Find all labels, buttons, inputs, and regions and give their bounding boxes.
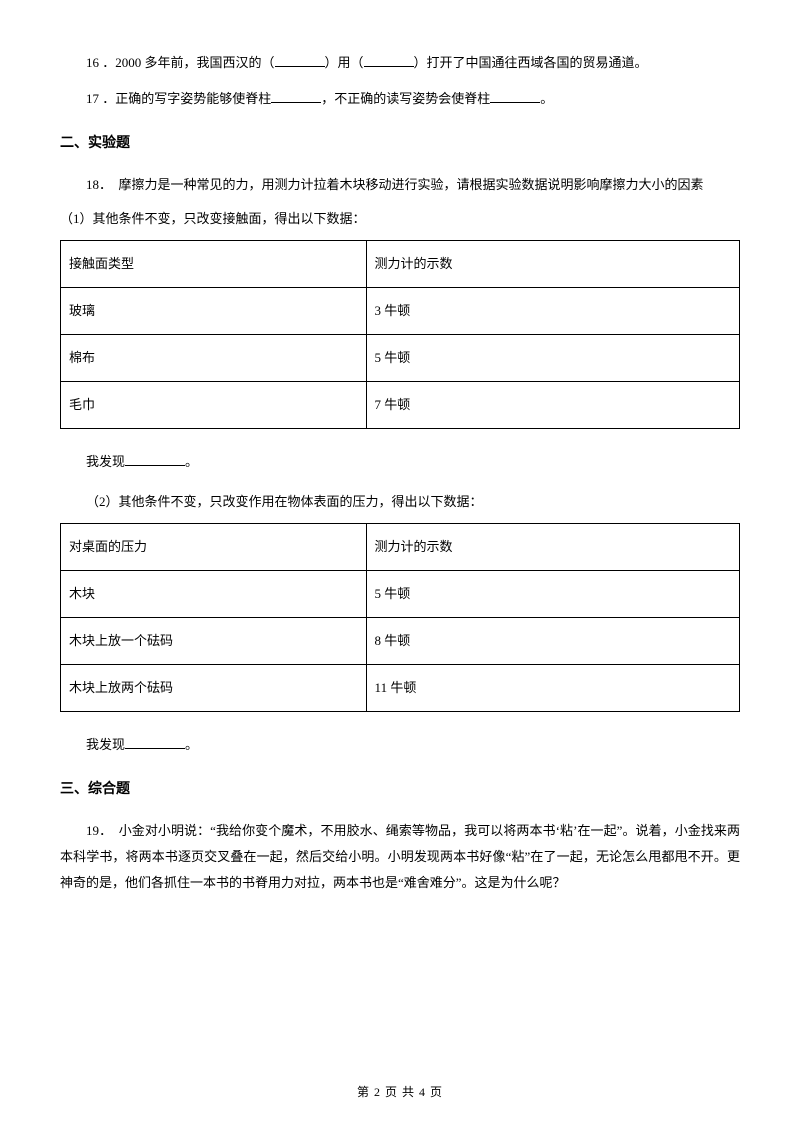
blank-fill[interactable] [271, 90, 321, 103]
table-2: 对桌面的压力 测力计的示数 木块 5 牛顿 木块上放一个砝码 8 牛顿 木块上放… [60, 523, 740, 712]
section-3-title: 三、综合题 [60, 776, 740, 804]
q18-part2: （2）其他条件不变，只改变作用在物体表面的压力，得出以下数据： [60, 489, 740, 515]
q18-intro-a: ． 摩擦力是一种常见的力，用测力计拉着木块移动进行实验，请根据实验数据说明影响摩… [99, 177, 704, 192]
blank-fill[interactable] [125, 453, 185, 466]
table-cell: 7 牛顿 [366, 382, 739, 429]
table-row: 木块上放两个砝码 11 牛顿 [61, 665, 740, 712]
question-16: 16 ．2000 多年前，我国西汉的（ ）用（ ）打开了中国通往西域各国的贸易通道。 [60, 50, 740, 76]
table-row: 木块 5 牛顿 [61, 571, 740, 618]
table-1: 接触面类型 测力计的示数 玻璃 3 牛顿 棉布 5 牛顿 毛巾 7 牛顿 [60, 240, 740, 429]
q18-part1: （1）其他条件不变，只改变接触面，得出以下数据： [60, 206, 740, 232]
q19-text: ． 小金对小明说：“我给你变个魔术，不用胶水、绳索等物品，我可以将两本书‘粘’在… [60, 823, 740, 890]
table-cell: 棉布 [61, 335, 367, 382]
table-row: 玻璃 3 牛顿 [61, 288, 740, 335]
table-cell: 木块上放一个砝码 [61, 618, 367, 665]
table-header: 接触面类型 [61, 241, 367, 288]
table-cell: 3 牛顿 [366, 288, 739, 335]
finding-1-a: 我发现 [86, 454, 125, 469]
q19-num: 19 [86, 823, 99, 838]
table-header: 测力计的示数 [366, 241, 739, 288]
finding-1-b: 。 [185, 454, 198, 469]
q16-text-c: ）打开了中国通往西域各国的贸易通道。 [414, 55, 648, 70]
table-cell: 毛巾 [61, 382, 367, 429]
blank-fill[interactable] [275, 54, 325, 67]
q16-text-a: ．2000 多年前，我国西汉的（ [102, 55, 274, 70]
table-cell: 11 牛顿 [366, 665, 739, 712]
table-cell: 玻璃 [61, 288, 367, 335]
table-row: 木块上放一个砝码 8 牛顿 [61, 618, 740, 665]
page-footer: 第 2 页 共 4 页 [0, 1080, 800, 1104]
finding-1: 我发现 。 [60, 449, 740, 475]
blank-fill[interactable] [364, 54, 414, 67]
table-cell: 8 牛顿 [366, 618, 739, 665]
finding-2-a: 我发现 [86, 737, 125, 752]
question-17: 17 ．正确的写字姿势能够使脊柱 ，不正确的读写姿势会使脊柱 。 [60, 86, 740, 112]
q17-text-a: ．正确的写字姿势能够使脊柱 [102, 91, 271, 106]
table-header: 对桌面的压力 [61, 524, 367, 571]
table-header: 测力计的示数 [366, 524, 739, 571]
table-cell: 木块上放两个砝码 [61, 665, 367, 712]
blank-fill[interactable] [490, 90, 540, 103]
blank-fill[interactable] [125, 736, 185, 749]
q16-num: 16 [86, 55, 99, 70]
table-row: 接触面类型 测力计的示数 [61, 241, 740, 288]
q17-num: 17 [86, 91, 99, 106]
finding-2-b: 。 [185, 737, 198, 752]
finding-2: 我发现 。 [60, 732, 740, 758]
table-cell: 5 牛顿 [366, 335, 739, 382]
q17-text-c: 。 [540, 91, 553, 106]
q18-intro: 18． 摩擦力是一种常见的力，用测力计拉着木块移动进行实验，请根据实验数据说明影… [60, 172, 740, 198]
table-row: 毛巾 7 牛顿 [61, 382, 740, 429]
q17-text-b: ，不正确的读写姿势会使脊柱 [321, 91, 490, 106]
section-2-title: 二、实验题 [60, 130, 740, 158]
table-row: 棉布 5 牛顿 [61, 335, 740, 382]
table-row: 对桌面的压力 测力计的示数 [61, 524, 740, 571]
table-cell: 5 牛顿 [366, 571, 739, 618]
question-19: 19． 小金对小明说：“我给你变个魔术，不用胶水、绳索等物品，我可以将两本书‘粘… [60, 818, 740, 896]
q18-num: 18 [86, 177, 99, 192]
q16-text-b: ）用（ [325, 55, 364, 70]
table-cell: 木块 [61, 571, 367, 618]
